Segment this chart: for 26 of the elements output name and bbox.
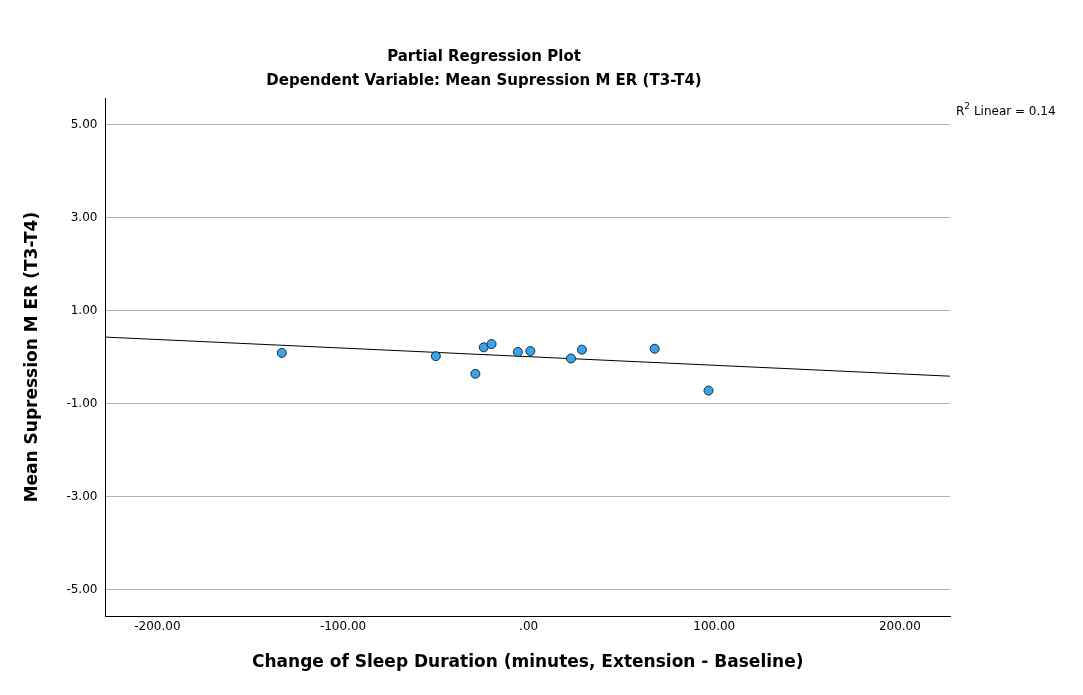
y-tick-label: -1.00 (66, 395, 98, 410)
y-tick-label: -5.00 (66, 581, 98, 596)
point (525, 346, 536, 357)
chart-subtitle: Dependent Variable: Mean Supression M ER (T3-T4) (266, 70, 702, 89)
y-axis-title: Mean Supression M ER (T3-T4) (20, 211, 41, 503)
point (478, 342, 489, 353)
point (470, 368, 481, 379)
x-tick-label: 100.00 (693, 618, 736, 633)
point (565, 353, 576, 364)
point (703, 385, 714, 396)
y-tick-label: -3.00 (66, 488, 98, 503)
point (276, 347, 287, 358)
y-tick-label: 3.00 (70, 209, 98, 224)
x-tick-label: -100.00 (319, 618, 367, 633)
x-tick-label: -200.00 (134, 618, 181, 633)
y-tick-label: 5.00 (70, 116, 98, 131)
point (486, 339, 497, 350)
point (649, 343, 660, 354)
point (430, 351, 441, 362)
x-tick-label: 200.00 (878, 618, 921, 633)
x-tick-label: .00 (519, 618, 539, 633)
point (576, 344, 587, 355)
x-axis-title: Change of Sleep Duration (minutes, Extension - Baseline) (251, 651, 804, 672)
chart-title: Partial Regression Plot (387, 46, 581, 65)
y-tick-label: 1.00 (70, 302, 98, 317)
point (512, 346, 523, 357)
